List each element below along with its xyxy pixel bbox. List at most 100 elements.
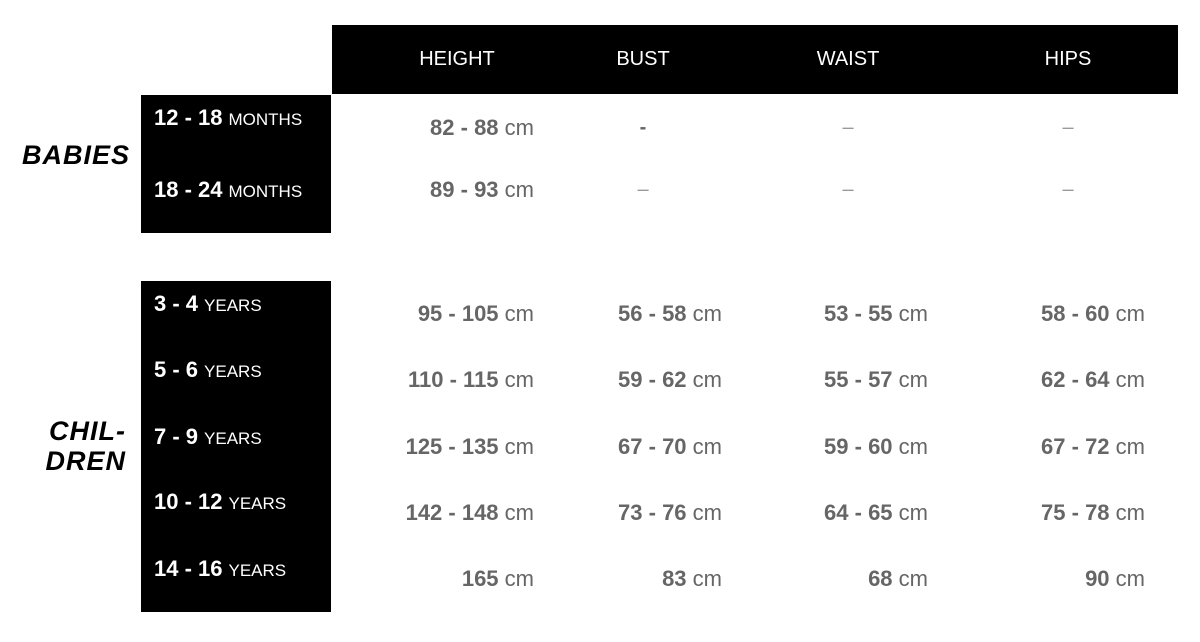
table-cell: 58 - 60 cm: [1041, 301, 1145, 327]
table-cell: 67 - 72 cm: [1041, 434, 1145, 460]
table-cell: 59 - 62 cm: [618, 367, 722, 393]
age-label: 5 - 6 YEARS: [154, 357, 262, 383]
measure-value: 125 - 135: [405, 434, 499, 459]
measure-value: 59 - 60: [824, 434, 893, 459]
age-label: 12 - 18 MONTHS: [154, 105, 302, 131]
unit-label: cm: [898, 566, 928, 591]
table-cell: 73 - 76 cm: [618, 500, 722, 526]
table-cell: 110 - 115 cm: [408, 367, 534, 393]
measure-value: 67 - 70: [618, 434, 687, 459]
measure-value: 110 - 115: [408, 367, 499, 392]
measure-value: 55 - 57: [824, 367, 893, 392]
column-header-waist: WAIST: [816, 48, 880, 70]
unit-label: cm: [692, 434, 722, 459]
group-label-line: CHIL-: [49, 416, 126, 446]
group-label-babies: BABIES: [21, 140, 130, 170]
table-cell: –: [637, 178, 649, 201]
table-cell: 53 - 55 cm: [824, 301, 928, 327]
unit-label: cm: [1115, 434, 1145, 459]
table-cell: 62 - 64 cm: [1041, 367, 1145, 393]
table-cell: 90 cm: [1085, 566, 1145, 592]
table-cell: 64 - 65 cm: [824, 500, 928, 526]
unit-label: cm: [692, 367, 722, 392]
unit-label: cm: [504, 566, 534, 591]
measure-value: 73 - 76: [618, 500, 687, 525]
unit-label: cm: [1115, 500, 1145, 525]
unit-label: cm: [504, 367, 534, 392]
table-cell: –: [1062, 116, 1074, 139]
table-cell: -: [639, 116, 647, 139]
measure-value: 67 - 72: [1041, 434, 1110, 459]
unit-label: cm: [1115, 301, 1145, 326]
age-range: 7 - 9: [154, 424, 199, 449]
table-cell: –: [842, 116, 854, 139]
age-period: YEARS: [204, 429, 262, 448]
age-period: YEARS: [228, 494, 287, 513]
table-header: HEIGHT BUST WAIST HIPS: [332, 25, 1178, 94]
unit-label: cm: [1115, 566, 1145, 591]
measure-value: 82 - 88: [430, 115, 499, 140]
table-cell: 82 - 88 cm: [430, 115, 534, 141]
group-label-children: CHIL- DREN: [10, 416, 126, 476]
table-cell: 68 cm: [868, 566, 928, 592]
table-cell: 165 cm: [462, 566, 534, 592]
age-range: 3 - 4: [154, 291, 199, 316]
measure-value: 58 - 60: [1041, 301, 1110, 326]
measure-value: 56 - 58: [618, 301, 687, 326]
table-cell: 56 - 58 cm: [618, 301, 722, 327]
column-header-height: HEIGHT: [419, 48, 495, 70]
table-cell: 89 - 93 cm: [430, 177, 534, 203]
age-range: 5 - 6: [154, 357, 199, 382]
measure-value: 83: [662, 566, 687, 591]
age-range: 14 - 16: [154, 556, 223, 581]
measure-value: 165: [461, 566, 499, 591]
measure-value: 75 - 78: [1041, 500, 1110, 525]
table-cell: 95 - 105 cm: [418, 301, 534, 327]
measure-value: 59 - 62: [618, 367, 687, 392]
children-age-box: [141, 281, 331, 612]
unit-label: cm: [1115, 367, 1145, 392]
table-cell: 142 - 148 cm: [406, 500, 534, 526]
unit-label: cm: [504, 434, 534, 459]
measure-value: 95 - 105: [417, 301, 499, 326]
age-period: YEARS: [204, 362, 262, 381]
table-cell: 125 - 135 cm: [406, 434, 534, 460]
age-label: 3 - 4 YEARS: [154, 291, 262, 317]
unit-label: cm: [504, 500, 534, 525]
unit-label: cm: [504, 115, 534, 140]
table-cell: 59 - 60 cm: [824, 434, 928, 460]
unit-label: cm: [692, 301, 722, 326]
babies-age-box: [141, 95, 331, 233]
age-period: YEARS: [228, 561, 287, 580]
age-range: 18 - 24: [154, 177, 223, 202]
measure-value: 64 - 65: [824, 500, 893, 525]
age-range: 12 - 18: [154, 105, 223, 130]
column-header-hips: HIPS: [1044, 48, 1092, 70]
column-header-bust: BUST: [616, 48, 670, 70]
unit-label: cm: [898, 500, 928, 525]
measure-value: 90: [1085, 566, 1110, 591]
measure-value: 68: [868, 566, 893, 591]
unit-label: cm: [898, 367, 928, 392]
age-range: 10 - 12: [154, 489, 223, 514]
unit-label: cm: [692, 500, 722, 525]
table-cell: 75 - 78 cm: [1041, 500, 1145, 526]
unit-label: cm: [504, 301, 534, 326]
unit-label: cm: [504, 177, 534, 202]
table-cell: 67 - 70 cm: [618, 434, 722, 460]
age-label: 7 - 9 YEARS: [154, 424, 262, 450]
age-label: 18 - 24 MONTHS: [154, 177, 302, 203]
age-label: 14 - 16 YEARS: [154, 556, 286, 582]
age-period: YEARS: [204, 296, 262, 315]
table-cell: 55 - 57 cm: [824, 367, 928, 393]
measure-value: 142 - 148: [405, 500, 499, 525]
group-label-line: DREN: [45, 446, 126, 476]
unit-label: cm: [692, 566, 722, 591]
age-period: MONTHS: [228, 182, 303, 201]
table-cell: –: [1062, 178, 1074, 201]
unit-label: cm: [898, 301, 928, 326]
measure-value: 62 - 64: [1041, 367, 1110, 392]
table-cell: 83 cm: [662, 566, 722, 592]
measure-value: 53 - 55: [824, 301, 893, 326]
unit-label: cm: [898, 434, 928, 459]
